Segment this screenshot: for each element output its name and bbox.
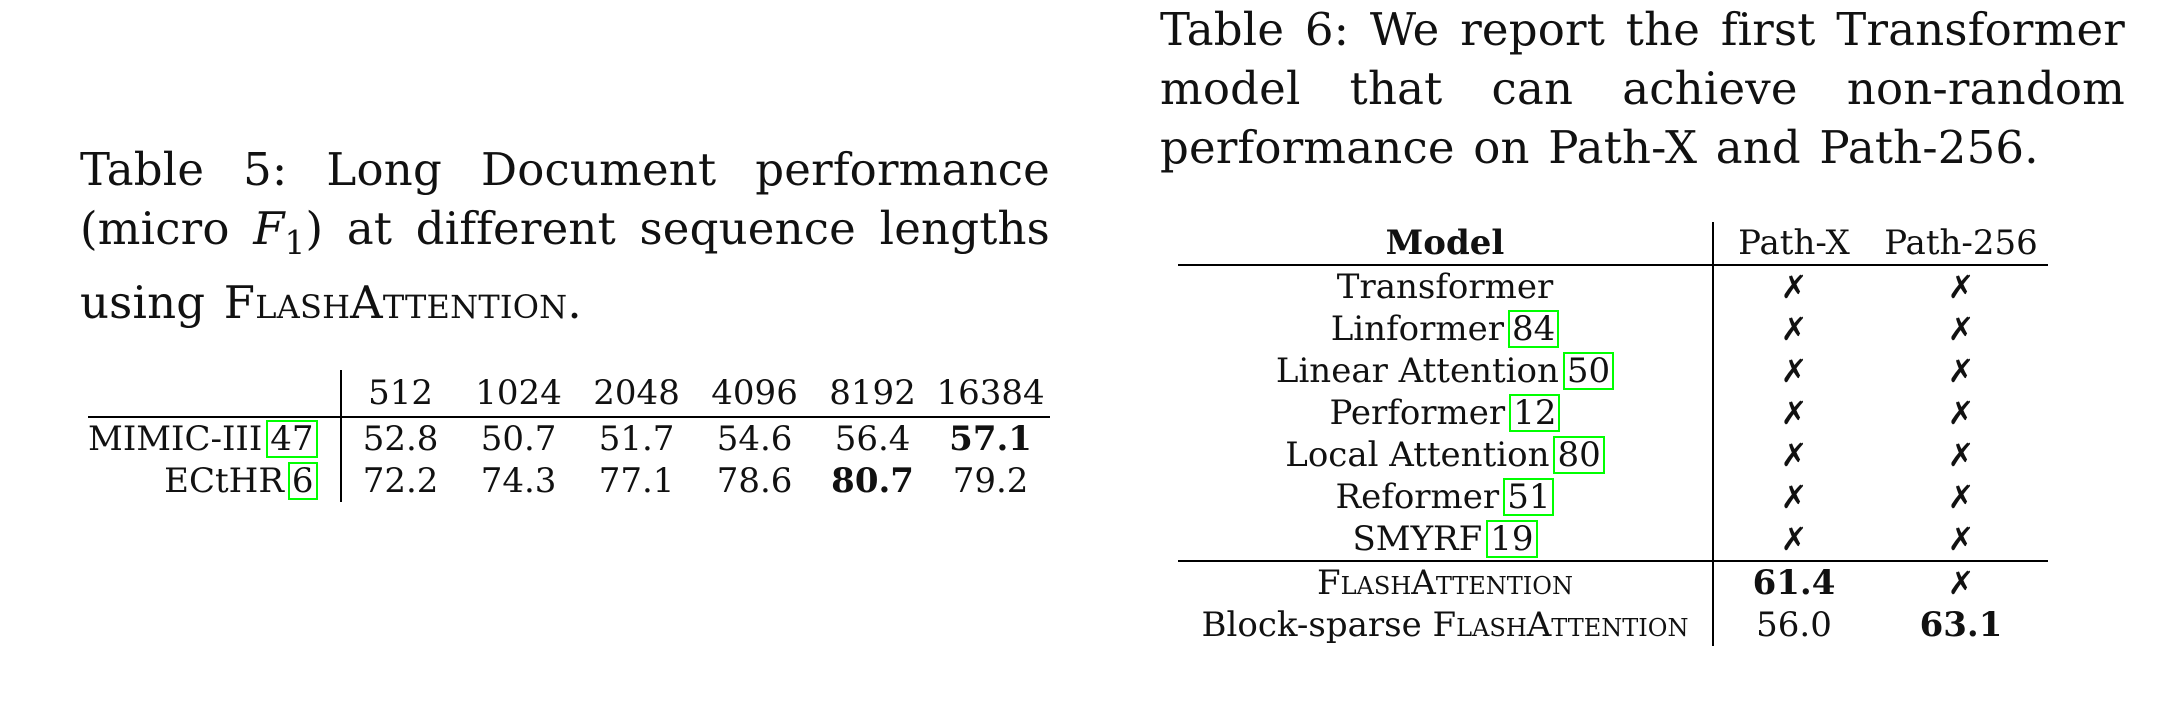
citation-link[interactable]: 51 [1503,478,1555,516]
pathx-cell: ✗ [1780,352,1808,390]
path256-cell: ✗ [1947,352,1975,390]
best-cell: 63.1 [1919,605,2003,645]
cell: 50.7 [480,419,557,459]
path256-cell: ✗ [1947,268,1975,306]
table-row: Block-sparse FlashAttention 56.0 63.1 [1178,604,2048,646]
cell: 78.6 [716,461,793,501]
citation-link[interactable]: 12 [1509,394,1561,432]
path256-cell: ✗ [1947,310,1975,348]
table5-header-empty [88,370,342,418]
citation-link[interactable]: 50 [1562,352,1615,390]
model-name: Local Attention [1285,435,1550,475]
path256-cell: ✗ [1947,436,1975,474]
model-cell: Linformer 84 [1178,308,1714,350]
table6-header-pathx: Path-X [1713,222,1874,266]
table5-header-row: 512 1024 2048 4096 8192 16384 [88,370,1050,418]
path256-cell: ✗ [1947,394,1975,432]
model-name: SMYRF [1352,519,1483,559]
cell: 79.2 [952,461,1029,501]
f-math-sub: 1 [284,224,306,262]
table5-caption-prefix: Table 5: [80,143,288,196]
best-cell: 80.7 [831,461,914,501]
cell: 51.7 [598,419,675,459]
table5-caption: Table 5: Long Document performance (micr… [80,140,1050,332]
pathx-cell: ✗ [1780,310,1808,348]
model-cell: Reformer 51 [1178,476,1714,518]
table-row: FlashAttention 61.4 ✗ [1178,560,2048,604]
model-name: Linear Attention [1275,351,1559,391]
cell: 74.3 [480,461,557,501]
row-label-ecthr: ECtHR 6 [88,460,342,502]
pathx-cell: ✗ [1780,268,1808,306]
table-row: Transformer ✗ ✗ [1178,265,2048,308]
citation-link[interactable]: 19 [1486,520,1538,558]
table5-col-4096: 4096 [695,370,814,418]
table-row: Linformer 84 ✗ ✗ [1178,308,2048,350]
table-row: ECtHR 6 72.2 74.3 77.1 78.6 80.7 79.2 [88,460,1050,502]
model-name: FlashAttention [1432,605,1689,645]
path256-cell: ✗ [1947,478,1975,516]
cell: 56.4 [834,419,911,459]
table5-caption-text-2: ) at different sequence lengths using [80,202,1050,329]
citation-link[interactable]: 6 [287,462,318,500]
table5-caption-text-1: Long Document performance (micro [80,143,1050,255]
table5-col-8192: 8192 [813,370,932,418]
cell: 72.2 [362,461,439,501]
pathx-cell: ✗ [1780,520,1808,558]
dataset-name: MIMIC-III [88,419,263,459]
table5: 512 1024 2048 4096 8192 16384 MIMIC-III 4… [88,370,1050,502]
model-name: FlashAttention [1317,563,1573,603]
dataset-name: ECtHR [164,461,284,501]
table-row: Performer 12 ✗ ✗ [1178,392,2048,434]
row-label-mimic: MIMIC-III 47 [88,417,342,460]
table5-caption-method: FlashAttention [223,276,568,329]
pathx-cell: ✗ [1780,478,1808,516]
model-cell: Performer 12 [1178,392,1714,434]
table-row: Linear Attention 50 ✗ ✗ [1178,350,2048,392]
citation-link[interactable]: 84 [1508,310,1560,348]
model-cell: Block-sparse FlashAttention [1178,604,1714,646]
table5-col-16384: 16384 [931,370,1050,418]
cell: 52.8 [362,419,439,459]
table-row: Reformer 51 ✗ ✗ [1178,476,2048,518]
table5-caption-end: . [567,276,582,329]
table6-header-model: Model [1178,222,1714,266]
path256-cell: ✗ [1947,520,1975,558]
table6-caption-text: We report the first Transformer model th… [1160,3,2125,174]
f1-math: F1 [253,202,305,262]
model-name: Performer [1329,393,1506,433]
table5-col-1024: 1024 [459,370,578,418]
table6-caption: Table 6: We report the first Transformer… [1160,0,2125,177]
cell: 77.1 [598,461,675,501]
citation-link[interactable]: 47 [266,420,318,458]
path256-cell: ✗ [1874,560,2048,604]
model-name: Transformer [1336,267,1554,307]
pathx-cell: ✗ [1780,436,1808,474]
model-name: Linformer [1330,309,1504,349]
best-cell: 57.1 [949,419,1032,459]
pathx-cell: 56.0 [1756,605,1832,645]
best-cell: 61.4 [1713,560,1874,604]
table-row: MIMIC-III 47 52.8 50.7 51.7 54.6 56.4 57.… [88,417,1050,460]
table-row: SMYRF 19 ✗ ✗ [1178,518,2048,561]
table5-col-2048: 2048 [577,370,696,418]
table6-header-path256: Path-256 [1874,222,2048,266]
model-cell: SMYRF 19 [1178,518,1714,561]
cell: 54.6 [716,419,793,459]
table6: Model Path-X Path-256 Transformer ✗ ✗ Li… [1178,222,2048,646]
table6-header-row: Model Path-X Path-256 [1178,222,2048,266]
model-cell: Linear Attention 50 [1178,350,1714,392]
model-cell: FlashAttention [1178,560,1714,604]
model-cell: Local Attention 80 [1178,434,1714,476]
table-row: Local Attention 80 ✗ ✗ [1178,434,2048,476]
table5-col-512: 512 [340,370,460,418]
model-cell: Transformer [1178,265,1714,308]
pathx-cell: ✗ [1780,394,1808,432]
model-prefix: Block-sparse [1201,605,1433,645]
model-name: Reformer [1335,477,1500,517]
table6-caption-prefix: Table 6: [1160,3,1350,56]
citation-link[interactable]: 80 [1553,436,1605,474]
f-math-var: F [253,202,285,255]
